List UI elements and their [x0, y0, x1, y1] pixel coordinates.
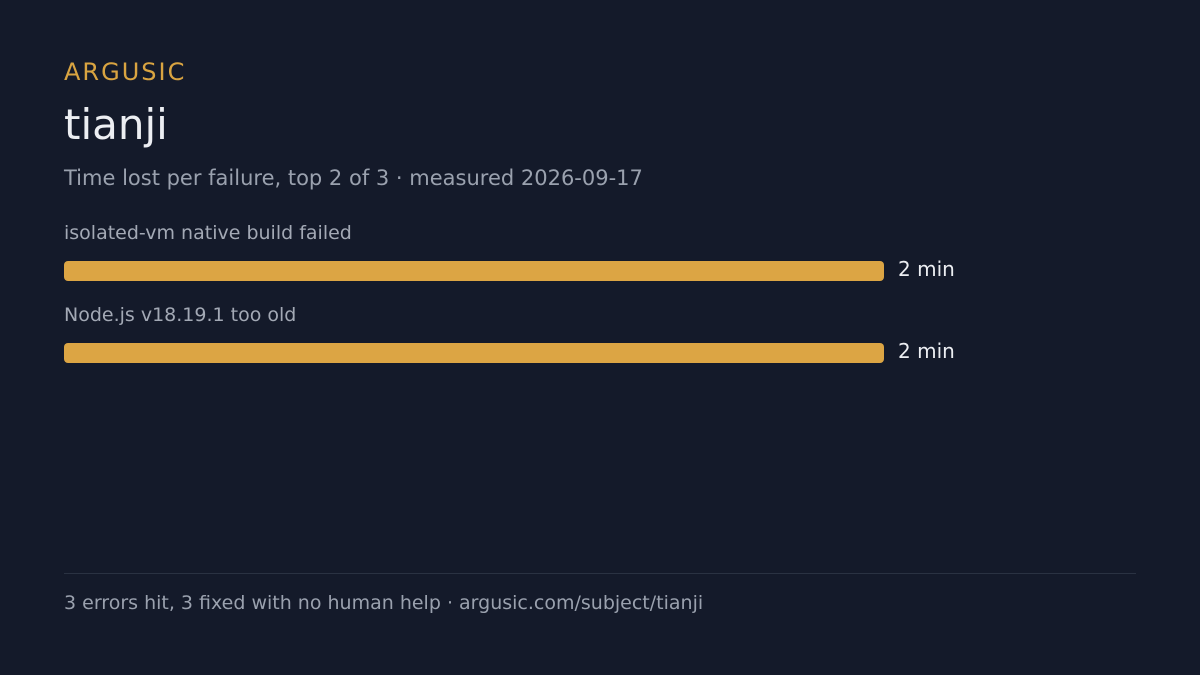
divider: [64, 573, 1136, 574]
chart-title: tianji: [64, 100, 168, 149]
category-label: isolated-vm native build failed: [64, 222, 352, 244]
brand: ARGUSIC: [64, 58, 187, 86]
value-label: 2 min: [898, 339, 955, 363]
footer: 3 errors hit, 3 fixed with no human help…: [64, 592, 704, 614]
bar: [64, 261, 884, 281]
bar: [64, 343, 884, 363]
chart-subtitle: Time lost per failure, top 2 of 3 · meas…: [64, 166, 643, 190]
value-label: 2 min: [898, 257, 955, 281]
category-label: Node.js v18.19.1 too old: [64, 304, 297, 326]
